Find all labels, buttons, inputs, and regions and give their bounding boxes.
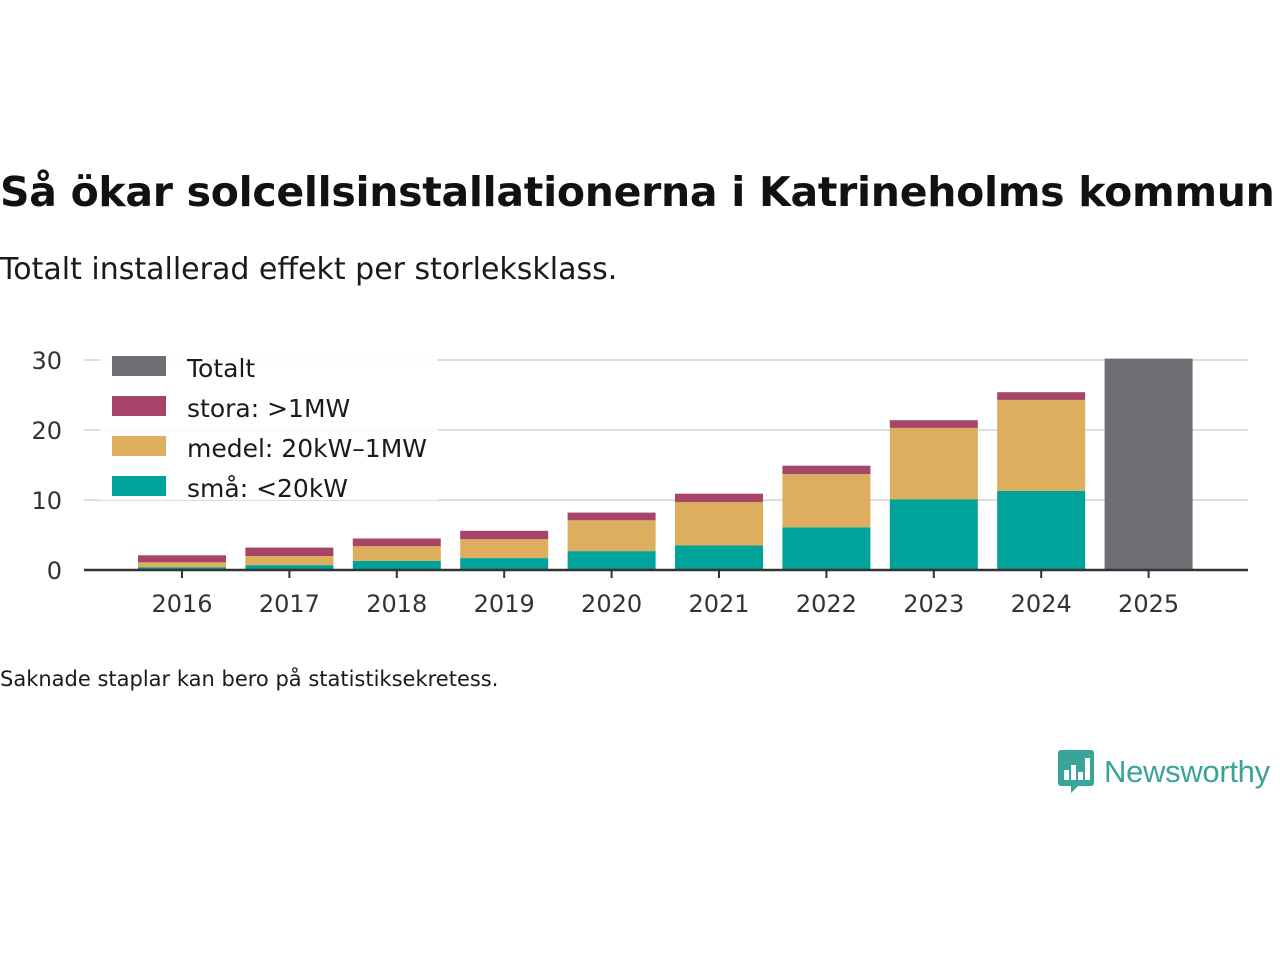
- bar-sm--2024: [997, 491, 1085, 570]
- legend-label-sm-: små: <20kW: [187, 474, 348, 503]
- footnote: Saknade staplar kan bero på statistiksek…: [0, 667, 498, 691]
- y-tick-label: 0: [47, 557, 62, 585]
- y-tick-label: 10: [31, 487, 62, 515]
- x-tick-label: 2024: [1011, 590, 1072, 618]
- y-tick-label: 20: [31, 417, 62, 445]
- x-tick-label: 2025: [1118, 590, 1179, 618]
- legend-label-totalt: Totalt: [186, 354, 255, 383]
- bar-stora-2020: [568, 513, 656, 521]
- bar-sm--2020: [568, 551, 656, 570]
- bar-medel-2018: [353, 546, 441, 561]
- bar-stora-2021: [675, 494, 763, 502]
- brand-name: Newsworthy: [1104, 754, 1270, 790]
- bar-medel-2020: [568, 520, 656, 551]
- bar-stora-2017: [245, 548, 333, 556]
- bar-medel-2023: [890, 428, 978, 499]
- bar-sm--2022: [782, 527, 870, 570]
- bar-stora-2024: [997, 392, 1085, 400]
- bar-totalt-2025: [1105, 359, 1193, 570]
- legend-swatch-stora: [112, 396, 166, 416]
- legend-label-medel: medel: 20kW–1MW: [187, 434, 427, 463]
- bar-medel-2022: [782, 474, 870, 527]
- bar-stora-2018: [353, 539, 441, 547]
- bar-sm--2023: [890, 499, 978, 570]
- bar-stora-2016: [138, 555, 226, 562]
- bar-sm--2018: [353, 561, 441, 570]
- stacked-bar-chart: 0 10 20 30 2016 2017 2018 2019 2020 2021 2022 2023 2…: [0, 330, 1270, 630]
- legend: Totalt stora: >1MW medel: 20kW–1MW små: <20…: [100, 350, 438, 503]
- x-tick-label: 2016: [151, 590, 212, 618]
- x-tick-label: 2023: [903, 590, 964, 618]
- x-tick-label: 2019: [474, 590, 535, 618]
- bar-chart-speech-bubble-icon: [1058, 750, 1094, 794]
- bar-medel-2019: [460, 539, 548, 558]
- bar-sm--2021: [675, 546, 763, 571]
- legend-swatch-totalt: [112, 356, 166, 376]
- x-tick-label: 2020: [581, 590, 642, 618]
- legend-label-stora: stora: >1MW: [187, 394, 350, 423]
- chart-subtitle: Totalt installerad effekt per storlekskl…: [0, 252, 617, 287]
- x-tick-label: 2022: [796, 590, 857, 618]
- x-tick-label: 2018: [366, 590, 427, 618]
- brand-logo: Newsworthy: [1058, 748, 1270, 796]
- bar-stora-2019: [460, 531, 548, 539]
- bar-medel-2016: [138, 562, 226, 567]
- legend-swatch-sm-: [112, 476, 166, 496]
- bar-stora-2022: [782, 466, 870, 474]
- chart-title: Så ökar solcellsinstallationerna i Katri…: [0, 168, 1275, 216]
- y-tick-label: 30: [31, 347, 62, 375]
- bar-stora-2023: [890, 420, 978, 428]
- x-tick-label: 2021: [688, 590, 749, 618]
- x-tick-label: 2017: [259, 590, 320, 618]
- bar-medel-2024: [997, 400, 1085, 491]
- bar-medel-2021: [675, 502, 763, 545]
- legend-swatch-medel: [112, 436, 166, 456]
- bar-medel-2017: [245, 556, 333, 565]
- bar-sm--2019: [460, 558, 548, 570]
